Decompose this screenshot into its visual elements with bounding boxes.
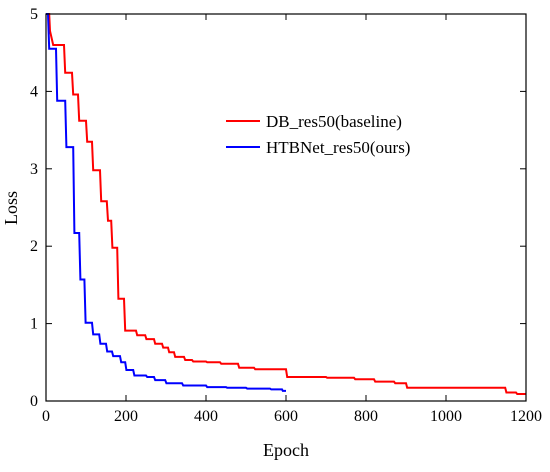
y-tick-label: 2 [30, 238, 38, 255]
x-tick-label: 1000 [430, 408, 462, 425]
x-tick-label: 200 [114, 408, 138, 425]
series-layer [46, 13, 526, 395]
x-axis-title: Epoch [263, 440, 309, 460]
x-tick-label: 800 [354, 408, 378, 425]
y-tick-label: 3 [30, 161, 38, 178]
y-tick-label: 0 [30, 393, 38, 410]
y-tick-label: 1 [30, 316, 38, 333]
x-tick-label: 400 [194, 408, 218, 425]
y-axis-title: Loss [1, 191, 21, 225]
x-tick-label: 0 [42, 408, 50, 425]
series-line-db-res50 [46, 13, 526, 395]
plot-frame [45, 13, 527, 402]
legend-label-db-res50: DB_res50(baseline) [266, 112, 402, 131]
legend-label-htbnet-res50: HTBNet_res50(ours) [266, 138, 410, 157]
axis-ticks: 0 200 400 600 800 1000 1200 0 1 2 3 4 5 [30, 6, 542, 425]
series-line-htbnet-res50 [46, 13, 286, 392]
x-tick-label: 600 [274, 408, 298, 425]
y-tick-label: 5 [30, 6, 38, 23]
x-tick-label: 1200 [510, 408, 542, 425]
y-tick-label: 4 [30, 83, 38, 100]
legend: DB_res50(baseline) HTBNet_res50(ours) [226, 112, 410, 157]
